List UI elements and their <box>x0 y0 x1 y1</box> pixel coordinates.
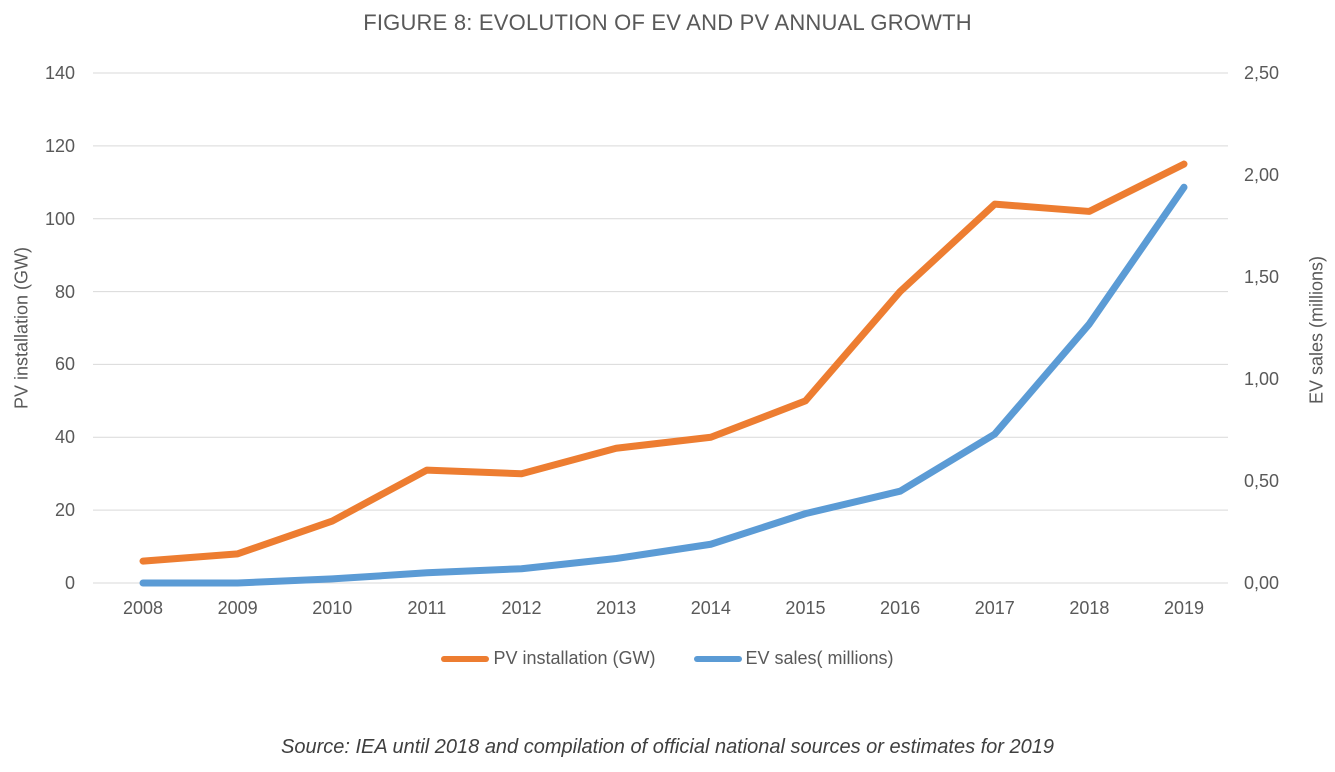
left-axis-tick: 60 <box>54 354 75 375</box>
left-axis-tick: 120 <box>44 135 75 156</box>
x-axis-tick: 2013 <box>596 598 637 618</box>
left-axis-tick: 20 <box>54 500 75 521</box>
left-axis-tick: 80 <box>54 281 75 302</box>
right-axis-tick: 1,50 <box>1244 267 1280 287</box>
chart-title: FIGURE 8: EVOLUTION OF EV AND PV ANNUAL … <box>363 10 972 35</box>
right-axis-tick: 0,50 <box>1244 471 1280 491</box>
x-axis-tick: 2011 <box>407 598 447 618</box>
right-axis-tick: 2,00 <box>1244 165 1280 185</box>
right-axis-tick: 0,00 <box>1244 573 1280 593</box>
source-note: Source: IEA until 2018 and compilation o… <box>280 736 1055 758</box>
x-axis-tick: 2019 <box>1163 598 1205 618</box>
left-axis-tick: 100 <box>44 208 75 229</box>
legend: PV installation (GW) EV sales( millions) <box>0 648 1335 669</box>
series-line-pv <box>139 160 1188 565</box>
right-axis-tick: 1,00 <box>1244 369 1280 389</box>
x-axis-tick: 2008 <box>122 598 164 618</box>
x-axis-tick: 2012 <box>501 598 542 618</box>
legend-item-pv: PV installation (GW) <box>441 648 656 669</box>
x-axis-tick: 2015 <box>785 598 826 618</box>
x-axis-tick: 2017 <box>974 598 1015 618</box>
left-axis-tick: 0 <box>64 573 75 593</box>
legend-label: PV installation (GW) <box>493 648 656 668</box>
legend-label: EV sales( millions) <box>745 648 894 668</box>
left-axis-tick: 140 <box>44 63 75 83</box>
legend-item-ev: EV sales( millions) <box>693 648 894 669</box>
x-axis-tick: 2018 <box>1069 598 1110 618</box>
x-axis-tick: 2016 <box>880 598 921 618</box>
x-axis-tick: 2009 <box>217 598 258 618</box>
series-line-ev <box>139 183 1188 587</box>
right-axis-tick: 2,50 <box>1244 63 1280 83</box>
x-axis-tick: 2014 <box>690 598 731 618</box>
legend-line-swatch <box>441 655 490 662</box>
x-axis-tick: 2010 <box>312 598 353 618</box>
legend-line-swatch <box>693 655 742 662</box>
left-axis-tick: 40 <box>54 427 75 448</box>
